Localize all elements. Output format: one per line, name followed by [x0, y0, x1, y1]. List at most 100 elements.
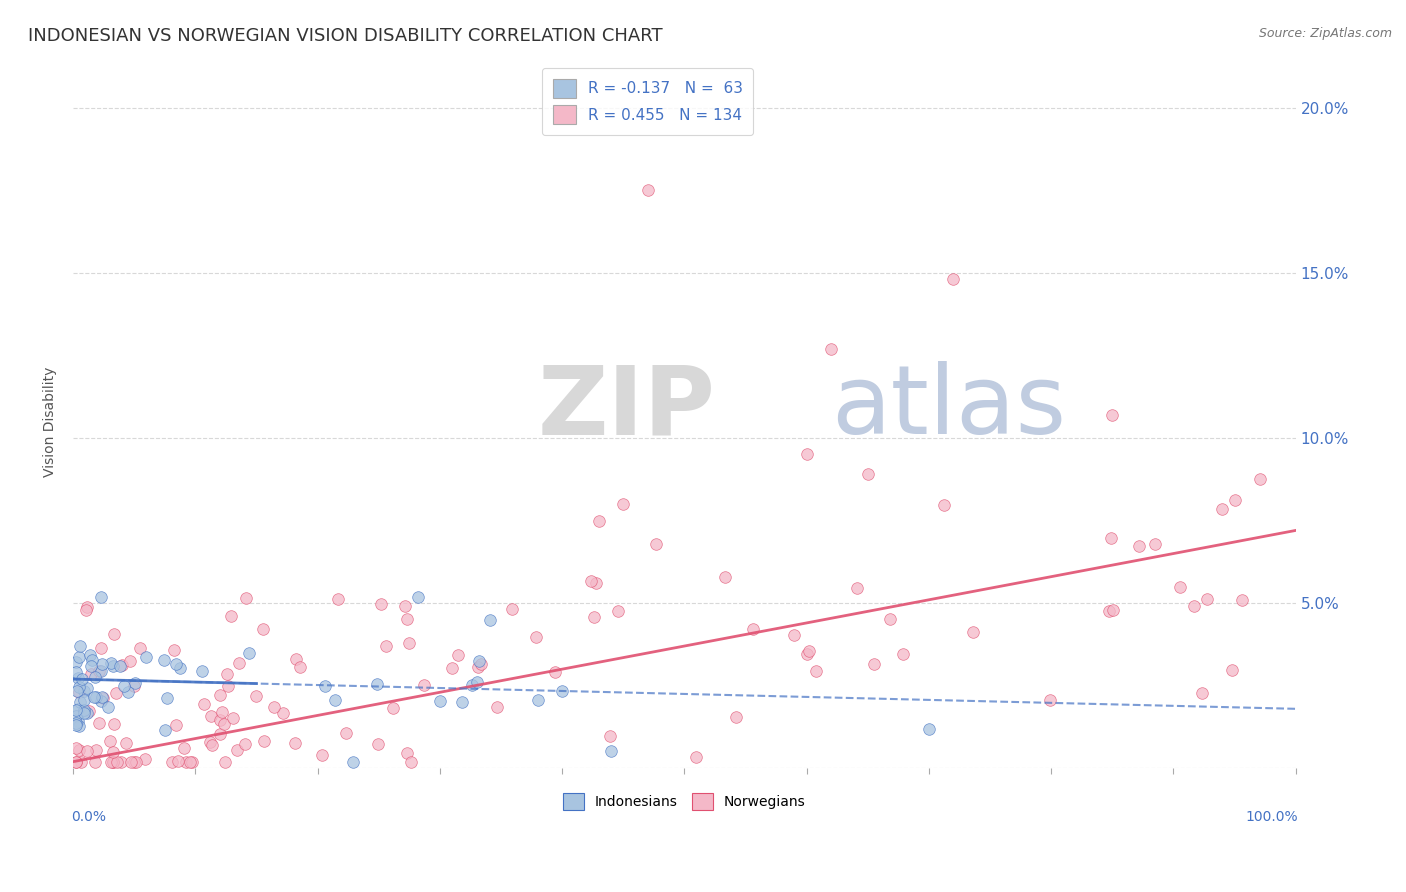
Norwegians [797, 644, 820, 658]
Norwegians [612, 497, 634, 511]
Norwegians [134, 752, 156, 766]
Norwegians [65, 755, 87, 769]
Norwegians [1197, 592, 1219, 607]
Norwegians [1182, 599, 1205, 614]
Norwegians [412, 678, 434, 692]
Norwegians [1143, 536, 1166, 550]
Indonesians [314, 680, 336, 694]
Text: atlas: atlas [831, 361, 1066, 454]
Norwegians [1128, 539, 1150, 553]
Norwegians [382, 700, 405, 714]
Indonesians [90, 664, 112, 678]
Indonesians [366, 677, 388, 691]
Norwegians [193, 697, 215, 711]
Norwegians [398, 636, 420, 650]
Norwegians [209, 688, 232, 702]
Indonesians [65, 716, 87, 731]
Norwegians [110, 755, 132, 769]
Norwegians [370, 597, 392, 611]
Norwegians [122, 755, 145, 769]
Indonesians [67, 649, 90, 664]
Norwegians [80, 666, 103, 681]
Indonesians [65, 665, 87, 680]
Indonesians [72, 706, 94, 721]
Norwegians [273, 706, 295, 720]
Norwegians [1220, 664, 1243, 678]
Indonesians [191, 664, 214, 678]
Norwegians [1101, 408, 1123, 422]
Norwegians [77, 704, 100, 718]
Norwegians [103, 755, 125, 769]
Indonesians [73, 683, 96, 698]
Norwegians [524, 630, 547, 644]
Indonesians [76, 706, 98, 720]
Indonesians [169, 661, 191, 675]
Text: Source: ZipAtlas.com: Source: ZipAtlas.com [1258, 27, 1392, 40]
Indonesians [66, 684, 89, 698]
Indonesians [97, 700, 120, 714]
Norwegians [288, 660, 311, 674]
Norwegians [225, 743, 247, 757]
Norwegians [742, 623, 765, 637]
Norwegians [962, 625, 984, 640]
Indonesians [238, 646, 260, 660]
Indonesians [76, 681, 98, 695]
Norwegians [111, 657, 134, 672]
Norwegians [83, 755, 105, 769]
Indonesians [84, 690, 107, 704]
Indonesians [67, 681, 90, 695]
Norwegians [796, 448, 818, 462]
Norwegians [804, 664, 827, 678]
Indonesians [165, 657, 187, 671]
Norwegians [129, 641, 152, 656]
Norwegians [714, 570, 737, 584]
Norwegians [104, 686, 127, 700]
Indonesians [91, 657, 114, 672]
Norwegians [367, 737, 389, 751]
Norwegians [120, 755, 142, 769]
Norwegians [394, 599, 416, 613]
Norwegians [395, 746, 418, 760]
Indonesians [153, 653, 176, 667]
Text: INDONESIAN VS NORWEGIAN VISION DISABILITY CORRELATION CHART: INDONESIAN VS NORWEGIAN VISION DISABILIT… [28, 27, 662, 45]
Indonesians [124, 676, 146, 690]
Norwegians [470, 657, 492, 672]
Norwegians [891, 647, 914, 661]
Norwegians [284, 736, 307, 750]
Norwegians [374, 639, 396, 653]
Norwegians [160, 755, 183, 769]
Norwegians [235, 591, 257, 606]
Norwegians [198, 734, 221, 748]
Norwegians [501, 602, 523, 616]
Norwegians [796, 647, 818, 661]
Indonesians [108, 658, 131, 673]
Norwegians [76, 743, 98, 757]
Indonesians [70, 672, 93, 686]
Indonesians [600, 744, 623, 758]
Norwegians [1098, 604, 1121, 618]
Norwegians [215, 667, 238, 681]
Norwegians [879, 612, 901, 626]
Indonesians [89, 590, 111, 604]
Norwegians [201, 739, 224, 753]
Indonesians [66, 671, 89, 685]
Norwegians [93, 690, 115, 705]
Norwegians [285, 652, 308, 666]
Norwegians [1225, 493, 1247, 508]
Norwegians [395, 612, 418, 626]
Indonesians [117, 685, 139, 699]
Norwegians [263, 699, 285, 714]
Norwegians [125, 755, 148, 769]
Text: 100.0%: 100.0% [1246, 810, 1298, 824]
Indonesians [67, 702, 90, 716]
Indonesians [65, 655, 87, 669]
Y-axis label: Vision Disability: Vision Disability [44, 367, 58, 476]
Text: ZIP: ZIP [537, 361, 716, 454]
Indonesians [461, 678, 484, 692]
Norwegians [1211, 502, 1233, 516]
Norwegians [217, 679, 239, 693]
Norwegians [114, 736, 136, 750]
Norwegians [846, 581, 869, 595]
Indonesians [65, 703, 87, 717]
Indonesians [65, 718, 87, 732]
